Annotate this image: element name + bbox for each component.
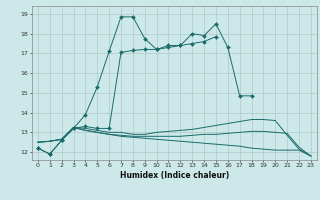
X-axis label: Humidex (Indice chaleur): Humidex (Indice chaleur) — [120, 171, 229, 180]
